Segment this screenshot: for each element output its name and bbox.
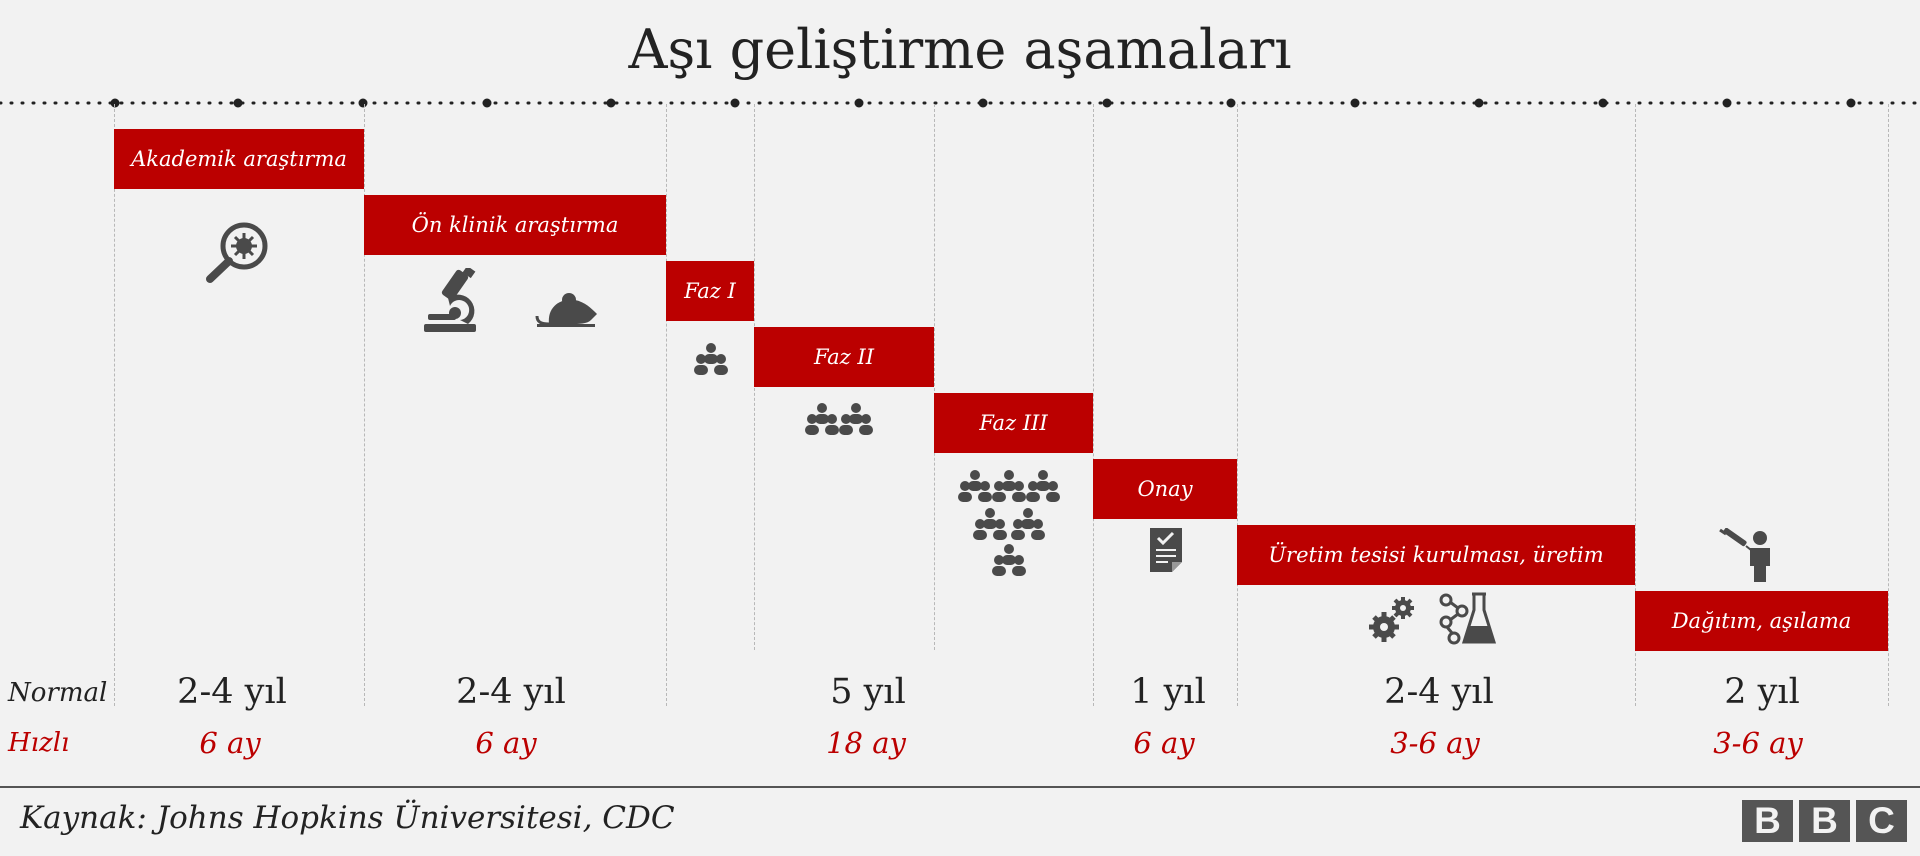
divider	[114, 104, 115, 706]
duration-normal: 2 yıl	[1724, 672, 1800, 712]
duration-fast: 6 ay	[1133, 726, 1195, 760]
people-group-icon	[958, 470, 992, 502]
duration-normal: 2-4 yıl	[1384, 672, 1494, 712]
stage-bar-approval: Onay	[1093, 459, 1237, 519]
stage-bar-distribution: Dağıtım, aşılama	[1635, 591, 1888, 651]
divider	[1093, 104, 1094, 706]
logo-letter: B	[1742, 800, 1793, 842]
duration-fast: 18 ay	[826, 726, 906, 760]
footer-divider	[0, 786, 1920, 788]
duration-fast: 6 ay	[475, 726, 537, 760]
duration-fast: 3-6 ay	[1713, 726, 1803, 760]
stage-bar-phase-2: Faz II	[754, 327, 934, 387]
source-note: Kaynak: Johns Hopkins Üniversitesi, CDC	[20, 800, 675, 836]
divider	[1635, 104, 1636, 706]
row-label-normal: Normal	[8, 678, 108, 708]
duration-normal: 5 yıl	[830, 672, 906, 712]
people-group-icon	[1026, 470, 1060, 502]
people-group-icon	[839, 403, 873, 435]
stage-bar-preclinical: Ön klinik araştırma	[364, 195, 666, 255]
gears-icon	[1369, 597, 1414, 642]
microscope-icon	[424, 268, 476, 332]
stage-bar-manufacturing: Üretim tesisi kurulması, üretim	[1237, 525, 1635, 585]
divider	[364, 104, 365, 706]
people-group-icon	[992, 544, 1026, 576]
row-label-fast: Hızlı	[8, 728, 70, 758]
virus-magnifier-icon	[206, 222, 268, 283]
divider	[934, 104, 935, 650]
divider	[666, 104, 667, 706]
duration-fast: 3-6 ay	[1390, 726, 1480, 760]
stage-bar-academic: Akademik araştırma	[114, 129, 364, 189]
mouse-icon	[535, 293, 597, 327]
page-title: Aşı geliştirme aşamaları	[628, 18, 1292, 81]
divider	[1237, 104, 1238, 706]
duration-fast: 6 ay	[199, 726, 261, 760]
document-check-icon	[1150, 528, 1182, 572]
people-group-icon	[973, 508, 1007, 540]
people-group-icon	[1011, 508, 1045, 540]
chemistry-flask-icon	[1439, 592, 1496, 645]
duration-normal: 2-4 yıl	[456, 672, 566, 712]
people-group-icon	[992, 470, 1026, 502]
bbc-logo: B B C	[1742, 800, 1907, 842]
timeline-dots	[0, 98, 1920, 108]
stage-bar-phase-1: Faz I	[666, 261, 754, 321]
vaccination-person-icon	[1719, 528, 1770, 582]
duration-normal: 2-4 yıl	[177, 672, 287, 712]
people-group-icon	[805, 403, 839, 435]
people-group-icon	[694, 343, 728, 375]
divider	[1888, 104, 1889, 706]
logo-letter: B	[1799, 800, 1850, 842]
logo-letter: C	[1856, 800, 1907, 842]
stage-bar-phase-3: Faz III	[934, 393, 1093, 453]
duration-normal: 1 yıl	[1130, 672, 1206, 712]
